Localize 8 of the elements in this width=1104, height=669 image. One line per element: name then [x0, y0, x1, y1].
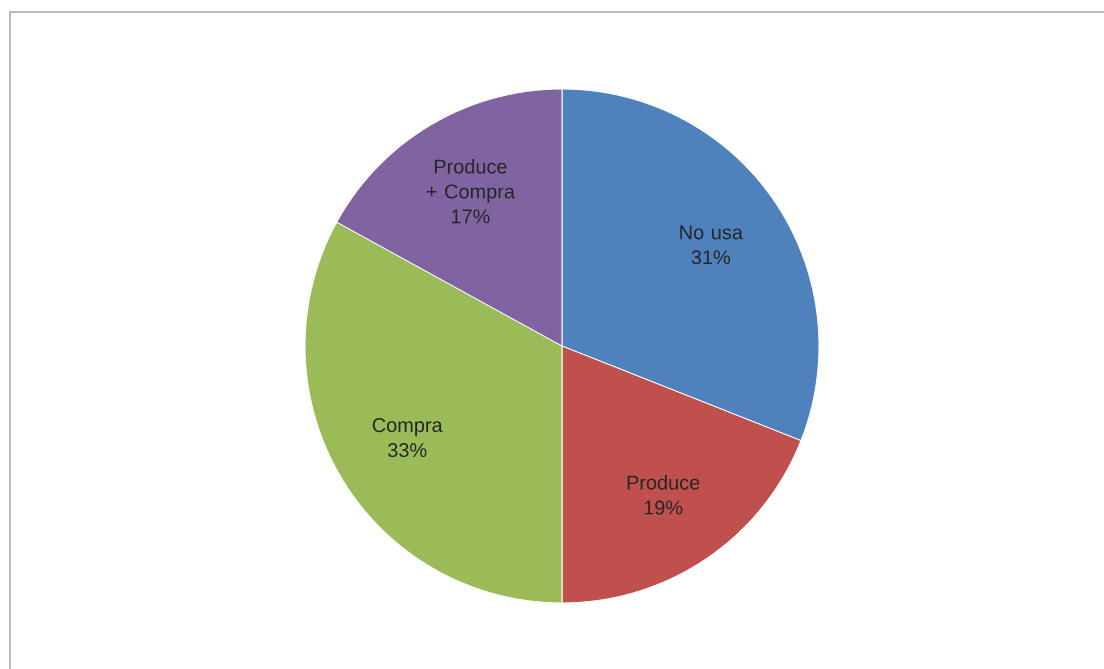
data-label: 19%: [644, 500, 683, 515]
slice-label: Produce + Compra: [426, 159, 515, 203]
data-label: 31%: [691, 250, 731, 265]
data-label: 33%: [388, 442, 427, 458]
data-label: 17%: [451, 209, 490, 224]
slice-label: Produce: [627, 475, 700, 490]
slice-label: No usa: [680, 225, 743, 240]
slice-label: Compra: [372, 418, 443, 437]
